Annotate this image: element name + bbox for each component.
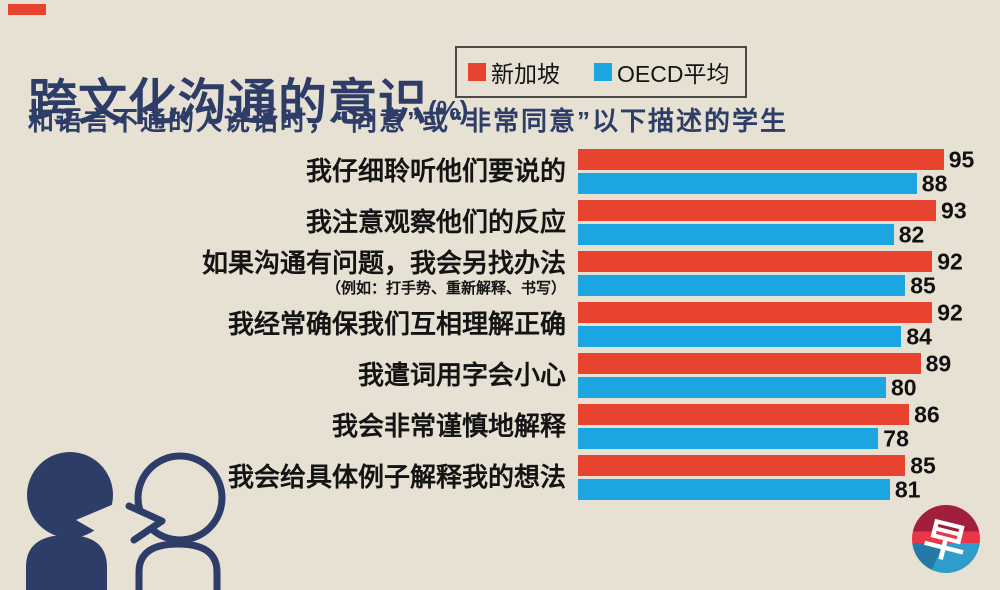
legend-label-singapore: 新加坡 [491,61,560,87]
bar-pair: 85 81 [578,452,963,502]
category-label-text: 如果沟通有问题，我会另找办法 [201,248,566,279]
bar-oecd: 78 [578,425,909,451]
bar-oecd: 85 [578,272,936,298]
bar-singapore: 85 [578,452,936,478]
bar-value: 84 [906,323,932,349]
bar-pair: 89 80 [578,350,963,400]
category-label-text: 我注意观察他们的反应 [305,206,566,237]
page-subtitle: 和语言不通的人说话时，“同意”或“非常同意”以下描述的学生 [28,106,789,136]
chart-row: 我会给具体例子解释我的想法 85 81 [0,452,1000,503]
page-title: 跨文化沟通的意识(%) [28,63,468,134]
bar-singapore: 86 [578,401,940,427]
category-label: 我会非常谨慎地解释 [0,410,566,441]
bar-value: 95 [948,146,975,172]
bar-value: 86 [914,401,940,427]
chart-row: 我仔细聆听他们要说的 95 88 [0,146,1000,197]
chart-row: 我会非常谨慎地解释 86 78 [0,401,1000,452]
bar-value: 93 [941,197,967,223]
bar-value: 85 [910,452,936,478]
singapore-swatch-icon [468,63,486,81]
legend-item-singapore: 新加坡 [468,55,560,89]
bar-oecd: 88 [578,170,947,196]
bar-value: 89 [925,350,952,376]
category-label-text: 我经常确保我们互相理解正确 [227,308,566,339]
category-note: （例如：打手势、重新解释、书写） [325,279,566,297]
bar-oecd: 80 [578,374,917,400]
bar-value: 92 [937,299,963,325]
top-left-red-mark [8,4,46,15]
zaobao-logo-character: 早 [918,512,972,570]
chart-row: 如果沟通有问题，我会另找办法 （例如：打手势、重新解释、书写） 92 85 [0,248,1000,299]
legend-label-oecd: OECD平均 [617,61,730,87]
bar-value: 80 [891,374,917,400]
category-label: 我遣词用字会小心 [0,359,566,390]
bar-value: 85 [910,272,936,298]
category-label: 我经常确保我们互相理解正确 [0,308,566,339]
title-text: 跨文化沟通的意识 [28,75,429,130]
bar-pair: 86 78 [578,401,963,451]
bar-oecd: 81 [578,476,920,502]
chart-row: 我经常确保我们互相理解正确 92 84 [0,299,1000,350]
category-label-text: 我仔细聆听他们要说的 [305,155,566,186]
bar-value: 92 [937,248,963,274]
chart-row: 我注意观察他们的反应 93 82 [0,197,1000,248]
legend-item-oecd: OECD平均 [594,55,729,89]
title-unit: (%) [428,94,469,125]
bar-value: 81 [894,476,921,502]
bar-singapore: 95 [578,146,974,172]
category-label-text: 我遣词用字会小心 [357,359,566,390]
person-outline-icon [125,452,226,590]
bar-pair: 92 84 [578,299,963,349]
category-label: 我注意观察他们的反应 [0,206,566,237]
person-filled-icon [26,452,114,590]
bar-pair: 95 88 [578,146,974,196]
chart-legend: 新加坡 OECD平均 [455,46,748,98]
zaobao-logo: 早 [912,505,980,573]
bar-oecd: 84 [578,323,932,349]
bar-singapore: 89 [578,350,951,376]
bar-value: 88 [921,170,948,196]
chart-rows: 我仔细聆听他们要说的 95 88 我注意观察他们的反应 93 82 如果沟通有问题，我会另找… [0,146,1000,503]
category-label-text: 我会给具体例子解释我的想法 [227,461,566,492]
bar-pair: 92 85 [578,248,963,298]
talking-people-illustration [26,452,226,590]
bar-value: 78 [883,425,909,451]
chart-row: 我遣词用字会小心 89 80 [0,350,1000,401]
oecd-swatch-icon [594,63,612,81]
bar-singapore: 92 [578,299,963,325]
category-label: 我会给具体例子解释我的想法 [0,461,566,492]
bar-singapore: 92 [578,248,963,274]
bar-oecd: 82 [578,221,924,247]
bar-value: 82 [898,221,925,247]
category-label: 我仔细聆听他们要说的 [0,155,566,186]
bar-pair: 93 82 [578,197,967,247]
bar-singapore: 93 [578,197,967,223]
category-label-text: 我会非常谨慎地解释 [331,410,566,441]
category-label: 如果沟通有问题，我会另找办法 （例如：打手势、重新解释、书写） [0,250,566,296]
